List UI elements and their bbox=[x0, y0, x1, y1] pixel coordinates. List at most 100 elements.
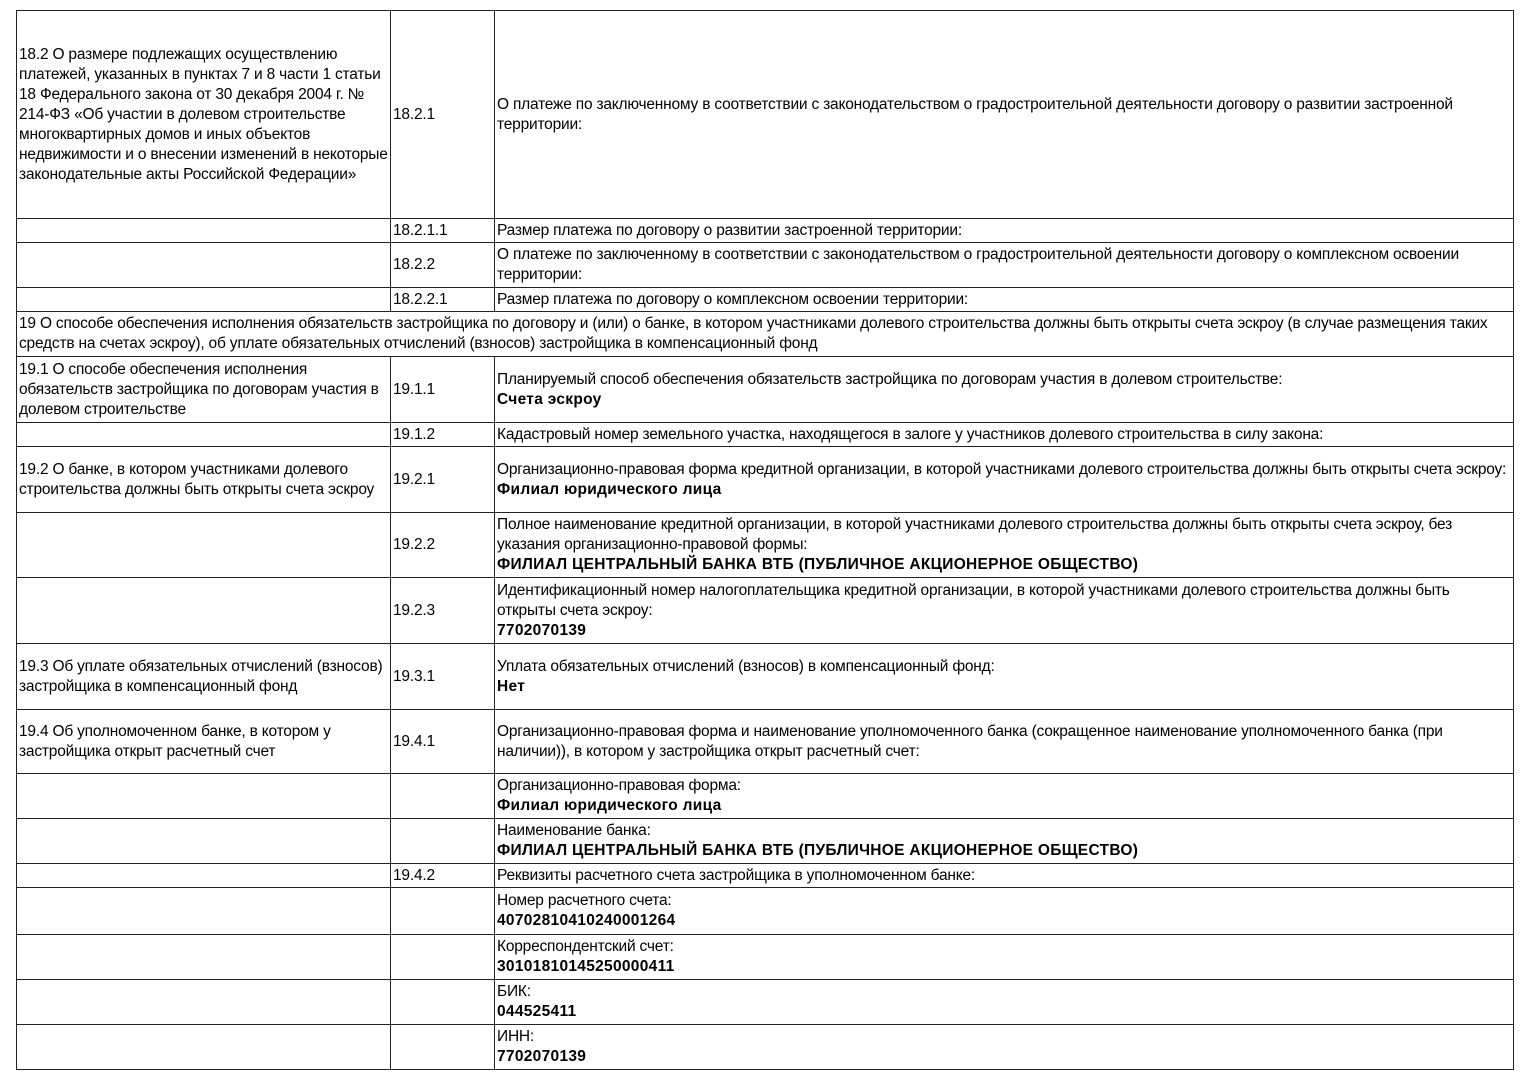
table-row: 18.2.1.1 Размер платежа по договору о раз… bbox=[16, 218, 1514, 243]
table-row: БИК: 044525411 bbox=[16, 979, 1514, 1025]
item-label: Размер платежа по договору о комплексном… bbox=[497, 290, 969, 308]
section-cell bbox=[16, 242, 391, 288]
item-value: ФИЛИАЛ ЦЕНТРАЛЬНЫЙ БАНКА ВТБ (ПУБЛИЧНОЕ … bbox=[497, 842, 1139, 859]
item-label: Организационно-правовая форма: bbox=[497, 777, 741, 794]
item-number: 18.2.1 bbox=[390, 10, 495, 219]
item-content: Идентификационный номер налогоплательщик… bbox=[494, 577, 1514, 644]
item-label: Размер платежа по договору о развитии за… bbox=[497, 221, 962, 239]
item-content: Наименование банка: ФИЛИАЛ ЦЕНТРАЛЬНЫЙ БА… bbox=[494, 818, 1514, 864]
section-cell: 19.1 О способе обеспечения исполнения об… bbox=[16, 356, 391, 423]
section-cell bbox=[16, 863, 391, 888]
item-label: Наименование банка: bbox=[497, 822, 651, 839]
item-value: 30101810145250000411 bbox=[497, 958, 675, 975]
item-content: Корреспондентский счет: 30101810145250000… bbox=[494, 934, 1514, 980]
item-number: 19.4.1 bbox=[390, 709, 495, 774]
item-value: Нет bbox=[497, 677, 526, 695]
item-value: 044525411 bbox=[497, 1003, 577, 1020]
item-content: Размер платежа по договору о развитии за… bbox=[494, 218, 1514, 243]
item-label: ИНН: bbox=[497, 1028, 535, 1045]
table-row: 19.2 О банке, в котором участниками доле… bbox=[16, 446, 1514, 513]
table-row: Номер расчетного счета: 40702810410240001… bbox=[16, 887, 1514, 935]
item-number: 18.2.2 bbox=[390, 242, 495, 288]
item-label: Уплата обязательных отчислений (взносов)… bbox=[497, 657, 995, 675]
item-value: Филиал юридического лица bbox=[497, 797, 722, 814]
item-label: Планируемый способ обеспечения обязатель… bbox=[497, 370, 1283, 388]
item-number: 19.2.1 bbox=[390, 446, 495, 513]
item-content: Уплата обязательных отчислений (взносов)… bbox=[494, 643, 1514, 710]
item-content: Полное наименование кредитной организаци… bbox=[494, 512, 1514, 578]
item-value: Филиал юридического лица bbox=[497, 480, 722, 498]
section-cell bbox=[16, 577, 391, 644]
item-label: Кадастровый номер земельного участка, на… bbox=[497, 425, 1324, 443]
table-row: Организационно-правовая форма: Филиал юри… bbox=[16, 773, 1514, 819]
item-number bbox=[390, 818, 495, 864]
section-cell: 19.3 Об уплате обязательных отчислений (… bbox=[16, 643, 391, 710]
section-cell bbox=[16, 818, 391, 864]
table-row: ИНН: 7702070139 bbox=[16, 1024, 1514, 1070]
item-value: 7702070139 bbox=[497, 621, 587, 639]
item-label: Полное наименование кредитной организаци… bbox=[497, 516, 1453, 553]
table-row: 19.4.2 Реквизиты расчетного счета застрой… bbox=[16, 863, 1514, 888]
item-value: Счета эскроу bbox=[497, 390, 602, 408]
section-cell: 19.4 Об уполномоченном банке, в котором … bbox=[16, 709, 391, 774]
item-number: 19.3.1 bbox=[390, 643, 495, 710]
section-cell bbox=[16, 979, 391, 1025]
item-label: Организационно-правовая форма и наименов… bbox=[497, 722, 1443, 760]
item-content: Кадастровый номер земельного участка, на… bbox=[494, 422, 1514, 447]
table-row: Корреспондентский счет: 30101810145250000… bbox=[16, 934, 1514, 980]
section-cell: 19.2 О банке, в котором участниками доле… bbox=[16, 446, 391, 513]
section-header-row: 19 О способе обеспечения исполнения обяз… bbox=[16, 311, 1514, 357]
item-content: Номер расчетного счета: 40702810410240001… bbox=[494, 887, 1514, 935]
item-content: Планируемый способ обеспечения обязатель… bbox=[494, 356, 1514, 423]
item-label: Идентификационный номер налогоплательщик… bbox=[497, 581, 1450, 619]
table-row: 19.2.2 Полное наименование кредитной орга… bbox=[16, 512, 1514, 578]
item-number bbox=[390, 934, 495, 980]
item-content: О платеже по заключенному в соответствии… bbox=[494, 10, 1514, 219]
item-number: 18.2.1.1 bbox=[390, 218, 495, 243]
item-content: Организационно-правовая форма: Филиал юри… bbox=[494, 773, 1514, 819]
item-content: ИНН: 7702070139 bbox=[494, 1024, 1514, 1070]
section-cell bbox=[16, 773, 391, 819]
item-number bbox=[390, 887, 495, 935]
item-content: Реквизиты расчетного счета застройщика в… bbox=[494, 863, 1514, 888]
item-label: Организационно-правовая форма кредитной … bbox=[497, 460, 1507, 478]
section-cell bbox=[16, 422, 391, 447]
declaration-table: 18.2 О размере подлежащих осуществлению … bbox=[16, 10, 1514, 1070]
table-row: 19.3 Об уплате обязательных отчислений (… bbox=[16, 643, 1514, 710]
item-number: 19.2.2 bbox=[390, 512, 495, 578]
item-label: Реквизиты расчетного счета застройщика в… bbox=[497, 866, 976, 884]
item-number bbox=[390, 773, 495, 819]
section-cell bbox=[16, 887, 391, 935]
item-number: 19.2.3 bbox=[390, 577, 495, 644]
table-row: 18.2.2.1 Размер платежа по договору о ком… bbox=[16, 287, 1514, 312]
item-content: О платеже по заключенному в соответствии… bbox=[494, 242, 1514, 288]
item-label: Корреспондентский счет: bbox=[497, 938, 674, 955]
item-label: О платеже по заключенному в соответствии… bbox=[497, 95, 1453, 133]
item-label: БИК: bbox=[497, 983, 531, 1000]
section-cell bbox=[16, 287, 391, 312]
section-cell: 18.2 О размере подлежащих осуществлению … bbox=[16, 10, 391, 219]
item-number bbox=[390, 979, 495, 1025]
section-cell bbox=[16, 218, 391, 243]
item-label: О платеже по заключенному в соответствии… bbox=[497, 246, 1459, 283]
table-row: 18.2.2 О платеже по заключенному в соотве… bbox=[16, 242, 1514, 288]
item-value: 40702810410240001264 bbox=[497, 912, 676, 929]
item-label: Номер расчетного счета: bbox=[497, 892, 672, 909]
item-number bbox=[390, 1024, 495, 1070]
table-row: 19.4 Об уполномоченном банке, в котором … bbox=[16, 709, 1514, 774]
item-content: Размер платежа по договору о комплексном… bbox=[494, 287, 1514, 312]
section-cell bbox=[16, 934, 391, 980]
item-value: 7702070139 bbox=[497, 1048, 587, 1065]
section-title: 19 О способе обеспечения исполнения обяз… bbox=[16, 311, 1514, 357]
table-row: 19.2.3 Идентификационный номер налогоплат… bbox=[16, 577, 1514, 644]
table-row: 19.1.2 Кадастровый номер земельного участ… bbox=[16, 422, 1514, 447]
item-number: 19.1.1 bbox=[390, 356, 495, 423]
item-content: БИК: 044525411 bbox=[494, 979, 1514, 1025]
item-number: 19.4.2 bbox=[390, 863, 495, 888]
item-number: 19.1.2 bbox=[390, 422, 495, 447]
table-row: 19.1 О способе обеспечения исполнения об… bbox=[16, 356, 1514, 423]
item-number: 18.2.2.1 bbox=[390, 287, 495, 312]
table-row: Наименование банка: ФИЛИАЛ ЦЕНТРАЛЬНЫЙ БА… bbox=[16, 818, 1514, 864]
item-content: Организационно-правовая форма кредитной … bbox=[494, 446, 1514, 513]
item-value: ФИЛИАЛ ЦЕНТРАЛЬНЫЙ БАНКА ВТБ (ПУБЛИЧНОЕ … bbox=[497, 556, 1139, 573]
